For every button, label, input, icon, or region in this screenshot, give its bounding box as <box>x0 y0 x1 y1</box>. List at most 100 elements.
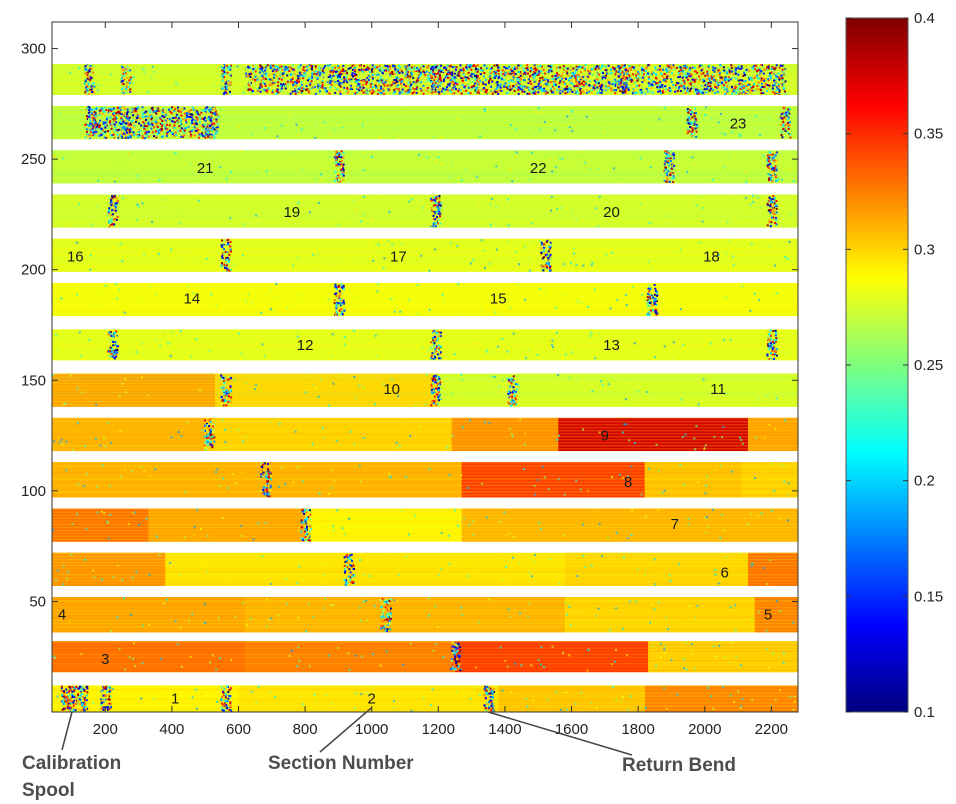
strip-speckle <box>220 196 223 199</box>
strip-speckle <box>615 388 618 391</box>
noise-cell <box>156 109 159 112</box>
return-bend-cell <box>224 402 227 405</box>
noise-cell <box>175 114 178 117</box>
noise-cell <box>175 133 178 136</box>
strip-segment <box>52 373 216 407</box>
strip-speckle <box>495 165 498 168</box>
noise-cell <box>156 133 159 136</box>
strip-speckle <box>375 77 378 80</box>
return-bend-cell <box>769 159 772 162</box>
strip-speckle <box>466 575 469 578</box>
return-bend-cell <box>76 700 79 703</box>
strip-texture <box>52 423 798 426</box>
strip-texture <box>52 79 798 82</box>
noise-cell <box>142 132 145 135</box>
return-bend-cell <box>389 613 392 616</box>
return-bend-cell <box>668 155 671 158</box>
return-bend-cell <box>204 434 207 437</box>
noise-cell <box>144 137 147 140</box>
return-bend-cell <box>300 519 303 522</box>
return-bend-cell <box>108 707 111 710</box>
return-bend-cell <box>126 113 129 116</box>
return-bend-cell <box>263 489 266 492</box>
strip-speckle <box>775 397 778 400</box>
strip-speckle <box>138 523 141 526</box>
strip-6 <box>52 462 798 498</box>
return-bend-cell <box>544 263 547 266</box>
strip-speckle <box>374 553 377 556</box>
noise-cell <box>184 109 187 112</box>
return-bend-cell <box>432 400 435 403</box>
strip-speckle <box>725 252 728 255</box>
strip-speckle <box>110 441 113 444</box>
return-bend-cell <box>220 241 223 244</box>
return-bend-cell <box>511 401 514 404</box>
return-bend-cell <box>787 111 790 114</box>
noise-cell <box>737 86 740 89</box>
strip-3 <box>52 597 798 633</box>
return-bend-cell <box>387 604 390 607</box>
noise-cell <box>131 120 134 123</box>
strip-speckle <box>78 203 81 206</box>
return-bend-cell <box>789 121 792 124</box>
strip-texture <box>52 354 798 356</box>
return-bend-cell <box>766 224 769 227</box>
return-bend-cell <box>381 619 384 622</box>
strip-speckle <box>217 447 220 450</box>
strip-speckle <box>385 650 388 653</box>
return-bend-cell <box>672 152 675 155</box>
return-bend-cell <box>107 213 110 216</box>
return-bend-cell <box>507 391 510 394</box>
return-bend-cell <box>780 131 783 134</box>
strip-speckle <box>536 354 539 357</box>
strip-speckle <box>252 77 255 80</box>
strip-speckle <box>404 475 407 478</box>
strip-speckle <box>765 648 768 651</box>
strip-speckle <box>524 432 527 435</box>
return-bend-cell <box>129 123 132 126</box>
strip-speckle <box>420 254 423 257</box>
strip-speckle <box>550 195 553 198</box>
return-bend-cell <box>653 302 656 305</box>
return-bend-cell <box>62 690 65 693</box>
return-bend-cell <box>774 338 777 341</box>
return-bend-cell <box>337 163 340 166</box>
noise-cell <box>99 119 102 122</box>
strip-speckle <box>528 269 531 272</box>
strip-9 <box>52 329 798 361</box>
strip-speckle <box>456 690 459 693</box>
return-bend-cell <box>215 118 218 121</box>
strip-speckle <box>461 613 464 616</box>
return-bend-cell <box>208 109 211 112</box>
strip-speckle <box>715 655 718 658</box>
noise-cell <box>203 116 206 119</box>
strip-speckle <box>528 257 531 260</box>
return-bend-cell <box>92 132 95 135</box>
strip-speckle <box>629 600 632 603</box>
return-bend-cell <box>224 696 227 699</box>
strip-speckle <box>77 483 80 486</box>
strip-speckle <box>280 466 283 469</box>
return-bend-cell <box>125 122 128 125</box>
strip-speckle <box>390 523 393 526</box>
strip-speckle <box>52 655 55 658</box>
strip-speckle <box>530 128 533 131</box>
strip-speckle <box>714 75 717 78</box>
strip-texture <box>52 244 798 247</box>
noise-cell <box>723 66 726 69</box>
return-bend-cell <box>342 284 345 287</box>
strip-speckle <box>285 602 288 605</box>
strip-texture <box>52 285 798 288</box>
strip-speckle <box>551 383 554 386</box>
strip-speckle <box>105 351 108 354</box>
return-bend-cell <box>434 335 437 338</box>
noise-cell <box>113 129 116 132</box>
noise-cell <box>644 92 647 95</box>
return-bend-cell <box>206 424 209 427</box>
return-bend-cell <box>344 573 347 576</box>
strip-speckle <box>434 605 437 608</box>
return-bend-cell <box>767 165 770 168</box>
noise-cell <box>160 124 163 127</box>
return-bend-cell <box>124 128 127 131</box>
return-bend-cell <box>437 349 440 352</box>
